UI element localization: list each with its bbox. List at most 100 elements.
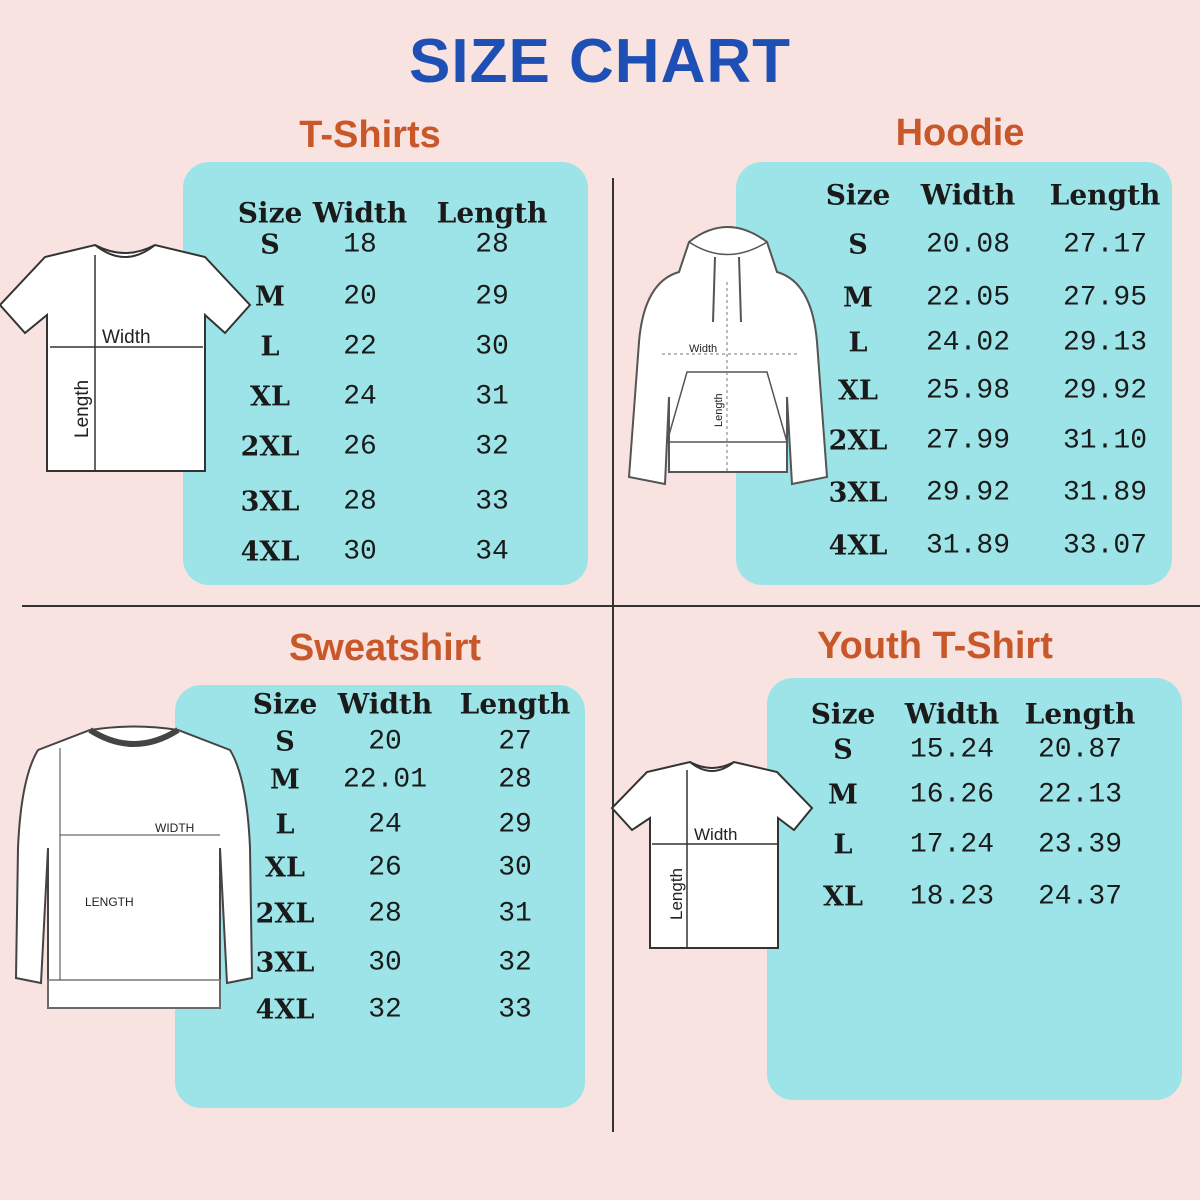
length-cell: 29.13: [1062, 327, 1148, 359]
column-header-length: Length: [1049, 178, 1161, 212]
length-cell: 31: [498, 898, 532, 930]
size-cell: S: [275, 726, 295, 758]
size-cell: M: [255, 281, 285, 313]
youth-tshirt-size-panel: [767, 678, 1182, 1100]
size-cell: 4XL: [255, 994, 315, 1026]
tshirts-size-panel: [183, 162, 588, 585]
length-label: LENGTH: [85, 895, 134, 909]
size-cell: 3XL: [240, 486, 300, 518]
size-cell: L: [833, 829, 853, 861]
length-cell: 24.37: [1037, 881, 1123, 913]
column-header-length: Length: [459, 687, 571, 721]
size-cell: S: [848, 229, 868, 261]
section-title-sweatshirt: Sweatshirt: [288, 627, 482, 669]
size-cell: L: [275, 809, 295, 841]
length-cell: 27.95: [1062, 282, 1148, 314]
length-cell: 31.10: [1062, 425, 1148, 457]
size-cell: L: [260, 331, 280, 363]
width-cell: 32: [368, 994, 402, 1026]
width-cell: 17.24: [909, 829, 995, 861]
length-cell: 28: [498, 764, 532, 796]
column-header-length: Length: [1024, 697, 1136, 731]
column-header-width: Width: [920, 178, 1016, 212]
width-cell: 22.01: [342, 764, 428, 796]
length-cell: 30: [475, 331, 509, 363]
width-label: Width: [694, 825, 737, 844]
width-cell: 16.26: [909, 779, 995, 811]
column-header-width: Width: [904, 697, 1000, 731]
size-cell: M: [270, 764, 300, 796]
size-cell: M: [828, 779, 858, 811]
width-cell: 20: [343, 281, 377, 313]
tshirt-illustration: Width Length: [0, 243, 252, 472]
width-cell: 28: [343, 486, 377, 518]
length-cell: 34: [475, 536, 509, 568]
length-cell: 31.89: [1062, 477, 1148, 509]
width-label: Width: [102, 327, 151, 348]
width-cell: 29.92: [925, 477, 1011, 509]
length-cell: 32: [475, 431, 509, 463]
size-cell: XL: [265, 852, 305, 884]
width-cell: 31.89: [925, 530, 1011, 562]
column-header-width: Width: [337, 687, 433, 721]
width-cell: 24: [368, 809, 402, 841]
column-header-size: Size: [252, 687, 318, 721]
width-cell: 18: [343, 229, 377, 261]
column-header-length: Length: [436, 196, 548, 230]
length-cell: 27.17: [1062, 229, 1148, 261]
width-cell: 27.99: [925, 425, 1011, 457]
length-cell: 29: [475, 281, 509, 313]
page-title: SIZE CHART: [409, 27, 791, 96]
width-cell: 22.05: [925, 282, 1011, 314]
length-label: Length: [667, 868, 686, 920]
width-cell: 30: [368, 947, 402, 979]
width-cell: 22: [343, 331, 377, 363]
width-cell: 25.98: [925, 375, 1011, 407]
length-cell: 31: [475, 381, 509, 413]
size-cell: L: [848, 327, 868, 359]
width-cell: 26: [368, 852, 402, 884]
size-cell: S: [833, 734, 853, 766]
length-cell: 30: [498, 852, 532, 884]
column-header-size: Size: [825, 178, 891, 212]
length-cell: 32: [498, 947, 532, 979]
youth-tshirt-illustration: Width Length: [610, 760, 814, 949]
width-cell: 20: [368, 726, 402, 758]
section-title-tshirts: T-Shirts: [299, 114, 441, 156]
width-label: WIDTH: [155, 821, 194, 835]
length-cell: 27: [498, 726, 532, 758]
size-cell: XL: [823, 881, 863, 913]
size-cell: 2XL: [828, 425, 888, 457]
width-cell: 20.08: [925, 229, 1011, 261]
horizontal-divider: [22, 605, 1200, 607]
sweatshirt-illustration: WIDTH LENGTH: [14, 725, 254, 1009]
length-cell: 33.07: [1062, 530, 1148, 562]
length-cell: 29: [498, 809, 532, 841]
width-cell: 26: [343, 431, 377, 463]
length-cell: 28: [475, 229, 509, 261]
size-cell: 2XL: [255, 898, 315, 930]
size-cell: 3XL: [828, 477, 888, 509]
vertical-divider: [612, 178, 614, 1132]
size-cell: XL: [838, 375, 878, 407]
column-header-size: Size: [810, 697, 876, 731]
section-title-hoodie: Hoodie: [895, 112, 1025, 154]
length-label: Length: [713, 393, 725, 427]
width-cell: 15.24: [909, 734, 995, 766]
length-cell: 33: [475, 486, 509, 518]
length-cell: 20.87: [1037, 734, 1123, 766]
length-cell: 22.13: [1037, 779, 1123, 811]
length-label: Length: [72, 380, 93, 438]
width-cell: 24: [343, 381, 377, 413]
length-cell: 29.92: [1062, 375, 1148, 407]
size-cell: S: [260, 229, 280, 261]
width-cell: 28: [368, 898, 402, 930]
hoodie-illustration: Width Length: [627, 226, 829, 486]
width-cell: 24.02: [925, 327, 1011, 359]
length-cell: 23.39: [1037, 829, 1123, 861]
size-cell: M: [843, 282, 873, 314]
column-header-width: Width: [312, 196, 408, 230]
width-cell: 18.23: [909, 881, 995, 913]
width-cell: 30: [343, 536, 377, 568]
section-title-youth-tshirt: Youth T-Shirt: [817, 625, 1053, 667]
